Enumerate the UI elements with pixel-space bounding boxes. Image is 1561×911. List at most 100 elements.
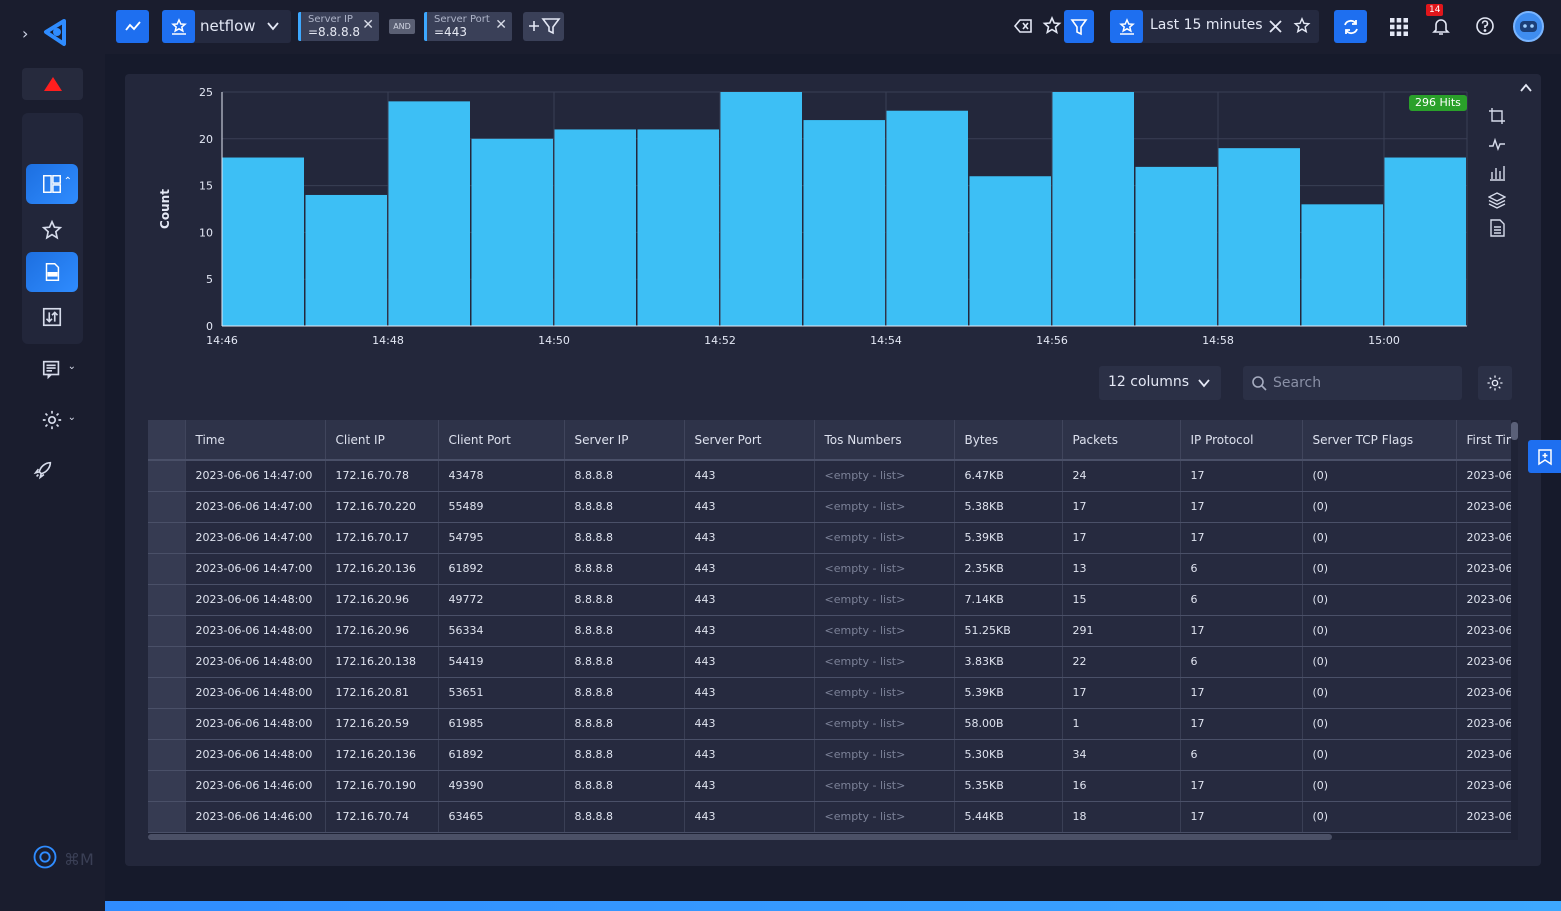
column-header[interactable]: First Time [1456, 420, 1518, 461]
line-chart-icon[interactable] [1488, 135, 1506, 153]
table-cell: 61892 [438, 553, 565, 585]
row-expand-cell[interactable] [148, 584, 186, 616]
column-header[interactable]: IP Protocol [1180, 420, 1303, 461]
table-row[interactable]: 2023-06-06 14:47:00 172.16.70.220 55489 8.8… [148, 491, 1518, 523]
add-filter-button[interactable] [523, 12, 564, 41]
column-header[interactable]: Server IP [564, 420, 685, 461]
sidebar-settings[interactable]: ⌄ [26, 400, 78, 440]
apps-button[interactable] [1389, 17, 1409, 37]
table-row[interactable]: 2023-06-06 14:48:00 172.16.20.59 61985 8.8.… [148, 708, 1518, 740]
histogram-bar[interactable] [388, 101, 471, 326]
row-expand-cell[interactable] [148, 770, 186, 802]
crop-icon[interactable] [1488, 107, 1506, 125]
column-header[interactable]: Bytes [954, 420, 1063, 461]
histogram-bar[interactable] [1218, 148, 1301, 326]
histogram-bar[interactable] [305, 194, 388, 326]
row-expand-cell[interactable] [148, 739, 186, 771]
filter-chip-server-port[interactable]: Server Port =443 ✕ [424, 12, 512, 41]
time-range-picker[interactable]: Last 15 minutes [1110, 10, 1319, 43]
sidebar-favorites[interactable] [26, 210, 78, 250]
histogram-bar[interactable] [886, 110, 969, 326]
histogram-bar[interactable] [803, 120, 886, 326]
remove-filter-icon[interactable]: ✕ [495, 17, 507, 33]
table-row[interactable]: 2023-06-06 14:48:00 172.16.20.138 54419 8.8… [148, 646, 1518, 678]
filter-toggle-button[interactable] [1064, 10, 1094, 43]
histogram-bar[interactable] [1135, 166, 1218, 326]
histogram-bar[interactable] [1052, 92, 1135, 326]
histogram-bar[interactable] [637, 129, 720, 326]
vertical-scrollbar[interactable] [1511, 420, 1518, 840]
sidebar-discover[interactable] [26, 297, 78, 337]
histogram-chart[interactable]: 0 5 10 15 20 25 14:46 14:48 14:50 14:52 14:54 14:56… [125, 74, 1541, 354]
table-cell: 2023-06 [1456, 522, 1518, 554]
row-expand-cell[interactable] [148, 708, 186, 740]
search-input[interactable] [1273, 372, 1453, 394]
row-expand-cell[interactable] [148, 801, 186, 833]
help-button[interactable] [1475, 16, 1495, 36]
table-row[interactable]: 2023-06-06 14:47:00 172.16.70.17 54795 8.8.… [148, 522, 1518, 554]
column-header[interactable]: Time [185, 420, 326, 461]
column-header[interactable]: Server TCP Flags [1302, 420, 1457, 461]
table-row[interactable]: 2023-06-06 14:46:00 172.16.70.190 49390 8.8… [148, 770, 1518, 802]
filter-operator[interactable]: AND [389, 19, 415, 34]
document-icon[interactable] [1488, 219, 1506, 237]
histogram-bar[interactable] [969, 176, 1052, 326]
row-expand-cell[interactable] [148, 646, 186, 678]
filter-chip-server-ip[interactable]: Server IP =8.8.8.8 ✕ [298, 12, 379, 41]
column-header[interactable]: Server Port [684, 420, 815, 461]
table-cell: <empty - list> [814, 522, 955, 554]
row-expand-cell[interactable] [148, 615, 186, 647]
column-header[interactable]: Client IP [325, 420, 439, 461]
table-row[interactable]: 2023-06-06 14:47:00 172.16.20.136 61892 8.8… [148, 553, 1518, 585]
time-favorite-button[interactable] [1110, 10, 1143, 43]
row-expand-cell[interactable] [148, 553, 186, 585]
histogram-bar[interactable] [1384, 157, 1467, 326]
star-icon[interactable] [1293, 17, 1311, 35]
sidebar-expand-icon[interactable]: › [22, 24, 29, 43]
table-row[interactable]: 2023-06-06 14:46:00 172.16.70.74 63465 8.8.… [148, 801, 1518, 833]
table-row[interactable]: 2023-06-06 14:47:00 172.16.70.78 43478 8.8.… [148, 460, 1518, 492]
histogram-bar[interactable] [554, 129, 637, 326]
columns-selector[interactable]: 12 columns [1099, 366, 1221, 400]
layers-icon[interactable] [1488, 191, 1506, 209]
column-header[interactable]: Tos Numbers [814, 420, 955, 461]
horizontal-scrollbar[interactable] [148, 834, 1518, 840]
notifications-button[interactable]: 14 [1426, 4, 1451, 36]
refresh-icon [1343, 19, 1358, 34]
table-row[interactable]: 2023-06-06 14:48:00 172.16.20.96 49772 8.8.… [148, 584, 1518, 616]
sidebar-raw-logs[interactable] [26, 252, 78, 292]
alert-status-button[interactable] [22, 68, 83, 100]
table-row[interactable]: 2023-06-06 14:48:00 172.16.20.81 53651 8.8.… [148, 677, 1518, 709]
column-header[interactable]: Packets [1062, 420, 1181, 461]
sidebar-launch[interactable] [17, 450, 69, 490]
clear-query-button[interactable] [1013, 16, 1033, 36]
row-expand-cell[interactable] [148, 491, 186, 523]
refresh-button[interactable] [1334, 10, 1367, 43]
bar-chart-icon[interactable] [1488, 163, 1506, 181]
table-settings-button[interactable] [1478, 366, 1512, 400]
table-row[interactable]: 2023-06-06 14:48:00 172.16.20.136 61892 8.8… [148, 739, 1518, 771]
visualize-button[interactable] [116, 10, 149, 43]
save-query-button[interactable] [1042, 16, 1062, 36]
user-avatar[interactable] [1513, 11, 1544, 42]
side-bookmark-button[interactable] [1528, 440, 1561, 473]
sidebar-dashboards[interactable]: ⌃ [26, 164, 78, 204]
close-icon[interactable] [1268, 19, 1283, 34]
table-row[interactable]: 2023-06-06 14:48:00 172.16.20.96 56334 8.8.… [148, 615, 1518, 647]
app-logo-icon[interactable] [40, 18, 68, 48]
histogram-bar[interactable] [471, 138, 554, 326]
column-header[interactable]: Client Port [438, 420, 565, 461]
row-expand-cell[interactable] [148, 677, 186, 709]
filter-label: Server Port [434, 14, 490, 25]
collapse-chart-button[interactable] [1519, 80, 1533, 99]
index-favorite-button[interactable] [162, 10, 195, 43]
index-selector[interactable]: netflow [162, 10, 291, 43]
sidebar-reports[interactable]: ⌄ [26, 349, 78, 389]
row-expand-cell[interactable] [148, 460, 186, 492]
remove-filter-icon[interactable]: ✕ [362, 17, 374, 33]
histogram-bar[interactable] [1301, 204, 1384, 326]
shortcut-hint[interactable]: ⌘M [28, 840, 103, 878]
histogram-bar[interactable] [720, 92, 803, 326]
row-expand-cell[interactable] [148, 522, 186, 554]
histogram-bar[interactable] [222, 157, 305, 326]
